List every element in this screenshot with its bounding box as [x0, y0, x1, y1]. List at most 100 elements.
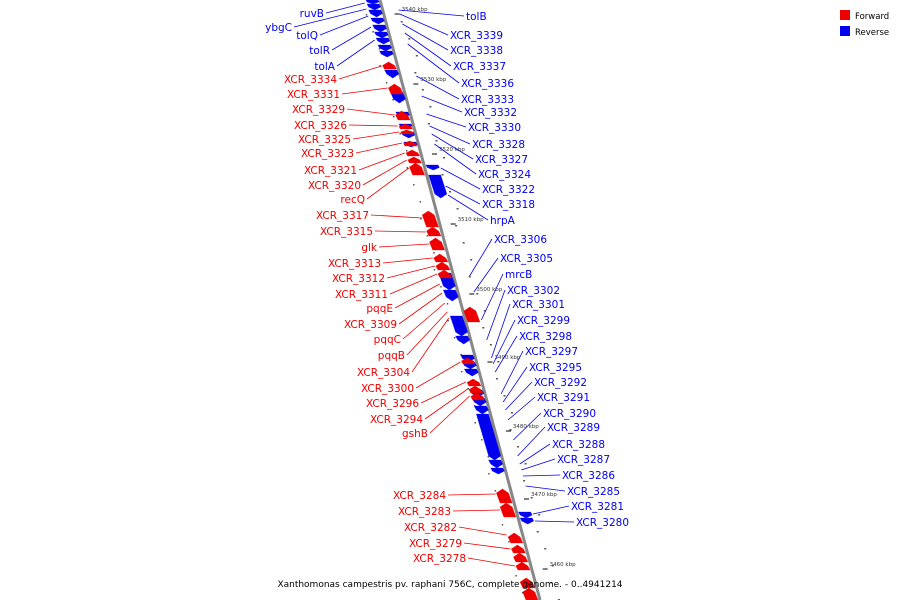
track-dot: [488, 473, 490, 475]
leader-line: [378, 243, 430, 248]
reverse-gene: [365, 0, 380, 5]
gene-label: ybgC: [265, 22, 292, 34]
leader-line: [507, 396, 536, 421]
forward-gene: [409, 162, 426, 176]
reverse-gene: [449, 315, 468, 337]
gene-label: XCR_3318: [482, 199, 535, 211]
track-dot: [462, 242, 465, 244]
leader-line: [502, 366, 528, 403]
leader-line: [486, 289, 506, 341]
track-dot: [460, 371, 463, 373]
gene-label: mrcB: [505, 269, 532, 281]
track-dot: [385, 82, 388, 84]
gene-label: XCR_3292: [534, 377, 587, 389]
track-dot: [446, 303, 449, 305]
leader-line: [338, 65, 382, 80]
gene-label: XCR_3337: [453, 61, 506, 73]
track-dot: [441, 174, 444, 176]
reverse-gene: [463, 368, 479, 377]
track-dot: [379, 65, 381, 67]
leader-line: [491, 303, 511, 359]
leader-line: [348, 124, 398, 127]
leader-line: [440, 167, 481, 190]
gene-label: XCR_3330: [468, 122, 521, 134]
reverse-gene: [442, 289, 459, 302]
leader-line: [445, 185, 481, 205]
leader-line: [534, 520, 575, 523]
gene-features: [365, 0, 539, 600]
leader-line: [386, 265, 436, 279]
leader-line: [521, 458, 556, 471]
leader-line: [346, 108, 395, 116]
leader-line: [431, 133, 474, 160]
track-dot: [530, 497, 533, 499]
leader-line: [424, 388, 468, 420]
gene-label: XCR_3288: [552, 439, 605, 451]
reverse-gene: [455, 335, 471, 345]
gene-label: pqqE: [366, 303, 393, 315]
leader-line: [532, 505, 570, 515]
gene-label: pqqC: [374, 334, 401, 346]
leader-line: [458, 526, 507, 536]
gene-label: tolA: [314, 61, 335, 73]
reverse-gene: [379, 50, 394, 58]
forward-gene: [513, 552, 529, 563]
reverse-gene: [473, 405, 489, 415]
gene-label: ruvB: [300, 8, 324, 20]
track-dot: [508, 541, 510, 543]
gene-label: XCR_3282: [404, 522, 457, 534]
leader-line: [429, 395, 470, 434]
gene-label: XCR_3326: [294, 120, 347, 132]
track-dot: [433, 252, 435, 254]
track-dot: [523, 480, 526, 482]
gene-label: XCR_3280: [576, 517, 629, 529]
gene-label: XCR_3311: [335, 289, 388, 301]
gene-label: hrpA: [490, 215, 516, 227]
tick-label: 3460 kbp: [550, 562, 576, 568]
leader-line: [411, 317, 450, 373]
gene-label: XCR_3322: [482, 184, 535, 196]
track-dot: [503, 395, 506, 397]
tick-label: 3520 kbp: [439, 147, 465, 153]
forward-gene: [463, 306, 481, 323]
gene-label: tolB: [466, 11, 487, 23]
gene-label: XCR_3306: [494, 234, 547, 246]
track-dot: [392, 99, 394, 101]
gene-label: XCR_3300: [361, 383, 414, 395]
track-dot: [414, 72, 417, 74]
gene-label: XCR_3339: [450, 30, 503, 42]
forward-gene: [522, 587, 539, 600]
gene-label: XCR_3321: [304, 165, 357, 177]
leader-line: [447, 493, 496, 496]
forward-gene: [437, 269, 453, 279]
track-dot: [408, 38, 411, 40]
gene-label: XCR_3285: [567, 486, 620, 498]
leader-line: [407, 43, 460, 84]
gene-label: XCR_3332: [464, 107, 517, 119]
reverse-gene: [374, 31, 389, 39]
track-dot: [421, 89, 424, 91]
track-dot: [515, 575, 517, 577]
legend-forward-label: Forward: [855, 12, 889, 22]
gene-label: XCR_3327: [475, 154, 528, 166]
track-dot: [435, 140, 438, 142]
reverse-gene: [370, 17, 385, 25]
gene-label: XCR_3291: [537, 392, 590, 404]
genome-backbone: [378, 0, 542, 600]
track-dot: [453, 337, 456, 339]
track-dot: [487, 456, 490, 458]
forward-gene: [382, 61, 397, 70]
leader-line: [473, 257, 499, 293]
forward-gene: [433, 253, 449, 263]
leader-line: [434, 143, 477, 175]
reverse-gene: [372, 24, 387, 33]
forward-gene: [395, 110, 411, 121]
forward-gene: [510, 544, 526, 554]
track-dot: [400, 21, 403, 23]
gene-label: XCR_3302: [507, 285, 560, 297]
gene-label: XCR_3296: [366, 398, 419, 410]
forward-gene: [405, 149, 421, 157]
track-dot: [429, 106, 432, 108]
leader-line: [426, 113, 467, 128]
